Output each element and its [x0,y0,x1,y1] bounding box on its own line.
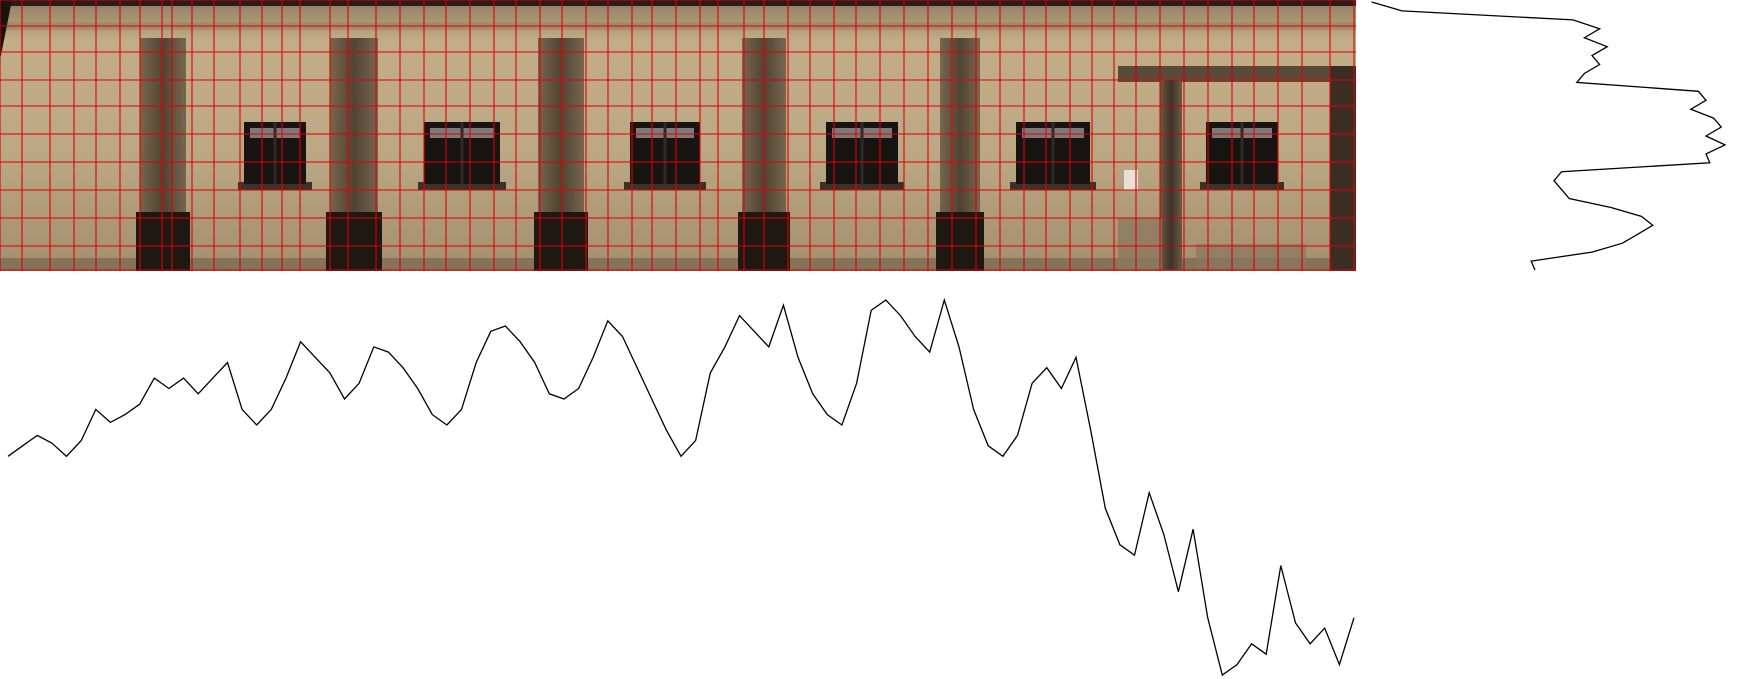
horizontal-intensity-profile [7,297,1355,677]
facade-column-base [534,212,588,271]
window-sill [418,182,506,190]
window-sill [820,182,904,190]
vertical-intensity-profile [1371,1,1727,271]
window-sill [238,182,312,190]
window-sill [624,182,706,190]
facade-column-base [136,212,190,271]
facade-windows [238,122,1284,190]
facade-wall-plaque [1124,170,1138,190]
facade-entrance-canopy [1118,66,1356,271]
window-sill [1200,182,1284,190]
rectified-building-facade [0,0,1356,271]
facade-left-edge-shadow [0,0,12,60]
facade-top-band [0,0,1356,6]
window-sill [1010,182,1096,190]
facade-column-base [326,212,382,271]
facade-column-base [936,212,984,271]
facade-grid-overlay [0,0,1356,271]
